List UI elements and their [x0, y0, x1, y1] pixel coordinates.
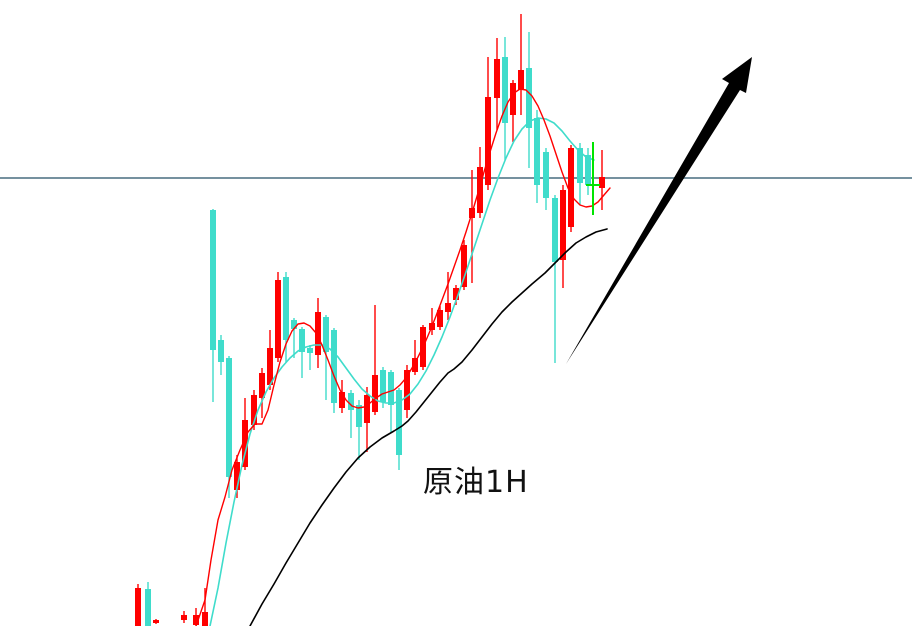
- candle-body: [577, 148, 583, 183]
- candle-body: [494, 59, 500, 98]
- price-cursor-marker: [586, 142, 600, 215]
- candle-body: [526, 68, 532, 128]
- candle-body: [404, 370, 410, 410]
- candle-body: [445, 303, 451, 312]
- candle-body: [380, 370, 386, 402]
- instrument-label: 原油1H: [423, 465, 529, 500]
- candle-body: [307, 348, 313, 353]
- candle-body: [145, 589, 151, 626]
- candle-body: [372, 375, 378, 412]
- candle-body: [315, 312, 321, 355]
- candle-body: [348, 393, 354, 410]
- upward-trend-arrow: [566, 57, 752, 364]
- candle-body: [153, 620, 159, 623]
- fast-ma-line: [195, 88, 611, 626]
- candle-body: [568, 148, 574, 227]
- candle-body: [251, 395, 257, 425]
- candle-body: [275, 280, 281, 358]
- candle-body: [323, 317, 329, 352]
- candle-body: [242, 420, 248, 467]
- candles-group: [135, 14, 605, 626]
- mid-ma-line: [209, 117, 595, 626]
- candle-body: [388, 372, 394, 405]
- candle-body: [453, 288, 459, 300]
- candle-body: [543, 152, 549, 198]
- candle-body: [477, 167, 483, 213]
- candle-body: [502, 57, 508, 123]
- candle-body: [339, 392, 345, 408]
- candle-body: [585, 155, 591, 185]
- candle-body: [226, 358, 232, 477]
- candle-body: [331, 330, 337, 403]
- candle-body: [218, 340, 224, 362]
- candle-body: [193, 615, 199, 625]
- candle-body: [560, 190, 566, 260]
- candle-body: [396, 390, 402, 455]
- candle-body: [437, 310, 443, 327]
- candle-body: [283, 277, 289, 340]
- candle-body: [599, 177, 605, 188]
- candle-body: [518, 70, 524, 90]
- candle-body: [202, 612, 208, 626]
- candle-body: [267, 348, 273, 385]
- candle-body: [291, 320, 297, 329]
- candle-body: [210, 210, 216, 350]
- candle-body: [181, 615, 187, 620]
- candle-body: [234, 462, 240, 490]
- candle-body: [259, 373, 265, 398]
- slow-ma-line: [249, 228, 608, 626]
- candle-body: [412, 358, 418, 372]
- candle-body: [510, 83, 516, 115]
- candle-body: [135, 588, 141, 626]
- candle-body: [461, 245, 467, 287]
- candle-body: [485, 97, 491, 185]
- candle-body: [356, 405, 362, 427]
- candle-body: [299, 329, 305, 352]
- candle-body: [364, 395, 370, 423]
- candle-body: [534, 118, 540, 185]
- candle-body: [552, 198, 558, 262]
